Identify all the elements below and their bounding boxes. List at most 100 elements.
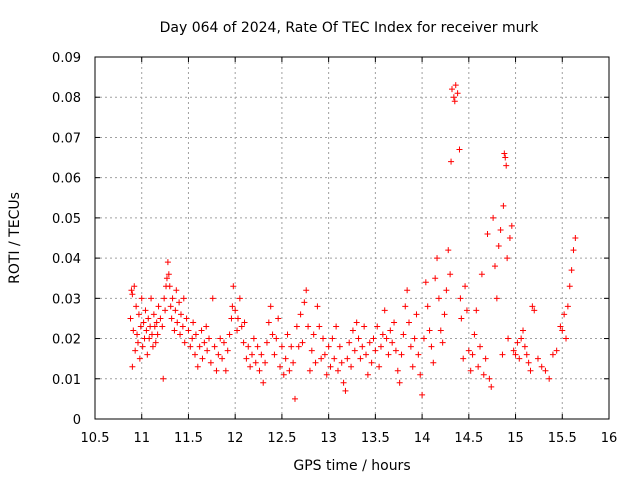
data-point <box>482 355 489 362</box>
data-point <box>277 363 284 370</box>
data-point <box>448 86 455 93</box>
data-point <box>152 339 159 346</box>
x-tick-label: 11 <box>133 431 150 446</box>
data-point <box>419 391 426 398</box>
x-tick-label: 15 <box>507 431 524 446</box>
data-point <box>549 351 556 358</box>
data-point <box>447 271 454 278</box>
data-point <box>353 319 360 326</box>
data-point <box>145 315 152 322</box>
data-point <box>508 222 515 229</box>
data-point <box>155 303 162 310</box>
data-point <box>329 335 336 342</box>
data-point <box>471 331 478 338</box>
data-point <box>226 331 233 338</box>
data-point <box>435 295 442 302</box>
data-point <box>183 315 190 322</box>
data-point <box>376 363 383 370</box>
data-point <box>437 327 444 334</box>
data-point <box>473 307 480 314</box>
data-point <box>278 343 285 350</box>
data-point <box>387 327 394 334</box>
data-point <box>516 355 523 362</box>
data-point <box>127 315 134 322</box>
data-point <box>135 311 142 318</box>
data-point <box>190 319 197 326</box>
data-point <box>363 351 370 358</box>
data-point <box>179 323 186 330</box>
data-point <box>153 319 160 326</box>
data-point <box>228 315 235 322</box>
data-point <box>503 162 510 169</box>
data-point <box>196 343 203 350</box>
data-point <box>176 299 183 306</box>
data-point <box>340 379 347 386</box>
data-point <box>500 202 507 209</box>
data-point <box>236 295 243 302</box>
data-point <box>457 295 464 302</box>
y-tick-label: 0.07 <box>52 131 81 146</box>
data-point <box>306 367 313 374</box>
data-point <box>417 371 424 378</box>
data-point <box>323 371 330 378</box>
data-point <box>404 287 411 294</box>
y-tick-label: 0.08 <box>52 91 81 106</box>
data-point <box>165 271 172 278</box>
data-point <box>497 226 504 233</box>
axis-ticks: 10.5 11 11.5 12 12.5 13 13.5 14 14.5 15 15.5 16 0 0.0… <box>52 51 617 446</box>
data-point <box>564 303 571 310</box>
x-tick-label: 13.5 <box>361 431 390 446</box>
data-point <box>525 359 532 366</box>
data-point <box>262 359 269 366</box>
data-point <box>529 303 536 310</box>
data-point <box>305 323 312 330</box>
data-point <box>462 283 469 290</box>
data-point <box>133 303 140 310</box>
y-tick-label: 0.04 <box>52 252 81 267</box>
data-point <box>297 311 304 318</box>
data-point <box>167 303 174 310</box>
data-point <box>553 347 560 354</box>
plot-frame <box>94 56 610 420</box>
data-point <box>250 335 257 342</box>
data-point <box>342 387 349 394</box>
data-point <box>166 283 173 290</box>
data-point <box>137 323 144 330</box>
data-point <box>415 351 422 358</box>
data-point <box>452 82 459 89</box>
data-point <box>161 295 168 302</box>
data-point <box>372 347 379 354</box>
data-point <box>140 319 147 326</box>
data-point <box>240 339 247 346</box>
data-point <box>454 90 461 97</box>
x-tick-label: 15.5 <box>548 431 577 446</box>
data-point <box>370 335 377 342</box>
data-point <box>301 299 308 306</box>
x-tick-label: 11.5 <box>174 431 203 446</box>
data-point <box>154 331 161 338</box>
data-point <box>409 363 416 370</box>
data-point <box>448 158 455 165</box>
data-point <box>241 319 248 326</box>
data-point <box>359 343 366 350</box>
data-point <box>254 343 261 350</box>
data-point <box>229 303 236 310</box>
data-point <box>512 351 519 358</box>
data-point <box>293 323 300 330</box>
data-point <box>336 343 343 350</box>
data-point <box>505 335 512 342</box>
data-point <box>134 339 141 346</box>
data-point <box>249 351 256 358</box>
data-point <box>149 331 156 338</box>
data-point <box>320 335 327 342</box>
data-point <box>477 343 484 350</box>
data-point <box>177 331 184 338</box>
y-tick-label: 0.05 <box>52 212 81 227</box>
data-point <box>484 230 491 237</box>
data-point <box>563 335 570 342</box>
data-point <box>559 327 566 334</box>
data-point <box>174 319 181 326</box>
data-point <box>430 359 437 366</box>
data-point <box>441 311 448 318</box>
data-point <box>172 307 179 314</box>
